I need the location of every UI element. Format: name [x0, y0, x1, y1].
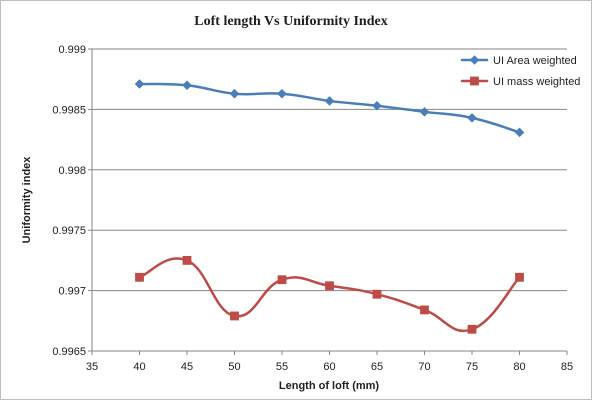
x-tick-label-4: 55 [276, 361, 288, 373]
legend-marker-0 [469, 55, 480, 65]
series-0-point-5 [372, 101, 382, 111]
series-line-0 [138, 82, 521, 134]
legend-marker-1 [470, 76, 479, 86]
x-tick-label-8: 75 [466, 361, 478, 373]
legend: UI Area weighted UI mass weighted [460, 55, 580, 88]
x-tick-label-0: 35 [86, 361, 98, 373]
series-0-point-0 [134, 79, 145, 89]
series-0-point-8 [514, 127, 525, 138]
chart-title: Loft length Vs Uniformity Index [194, 14, 387, 29]
tick-layer: 0.9965 0.997 0.9975 0.998 0.9985 0.999 35 40 45 5… [52, 44, 573, 373]
series-1-point-2 [230, 311, 239, 321]
y-tick-label-4: 0.9985 [52, 104, 86, 116]
series-0-point-6 [419, 107, 430, 117]
y-tick-label-2: 0.9975 [52, 225, 86, 237]
series-1-point-5 [372, 289, 382, 299]
x-tick-label-5: 60 [323, 361, 335, 373]
grid-layer [92, 48, 567, 352]
x-tick-label-7: 70 [418, 361, 430, 373]
series-1-point-3 [277, 275, 287, 285]
y-axis-label: Uniformity index [21, 156, 33, 244]
series-1-point-1 [182, 255, 192, 265]
y-tick-label-5: 0.999 [58, 44, 86, 56]
x-tick-label-3: 50 [228, 361, 240, 373]
series-1-point-6 [420, 305, 429, 315]
y-tick-label-1: 0.997 [58, 286, 86, 298]
series-1-point-7 [467, 324, 477, 334]
series-1-point-8 [515, 272, 524, 282]
x-tick-label-1: 40 [133, 361, 145, 373]
x-tick-label-2: 45 [181, 361, 193, 373]
series-line-1 [138, 257, 521, 332]
legend-label-1: UI mass weighted [493, 76, 580, 88]
series-1-point-4 [325, 281, 334, 291]
series-0-point-4 [324, 96, 335, 106]
series-0-point-7 [467, 113, 477, 123]
y-tick-label-3: 0.998 [58, 165, 86, 177]
series-0-point-3 [277, 88, 287, 99]
series-1-point-0 [135, 272, 144, 282]
series-0-point-1 [182, 80, 192, 91]
x-tick-label-9: 80 [513, 361, 525, 373]
series-layer [134, 79, 525, 334]
series-0-point-2 [229, 88, 240, 99]
x-tick-label-10: 85 [561, 361, 573, 373]
legend-label-0: UI Area weighted [493, 55, 577, 67]
x-axis-label: Length of loft (mm) [279, 380, 380, 392]
y-tick-label-0: 0.9965 [52, 346, 86, 358]
x-tick-label-6: 65 [371, 361, 383, 373]
